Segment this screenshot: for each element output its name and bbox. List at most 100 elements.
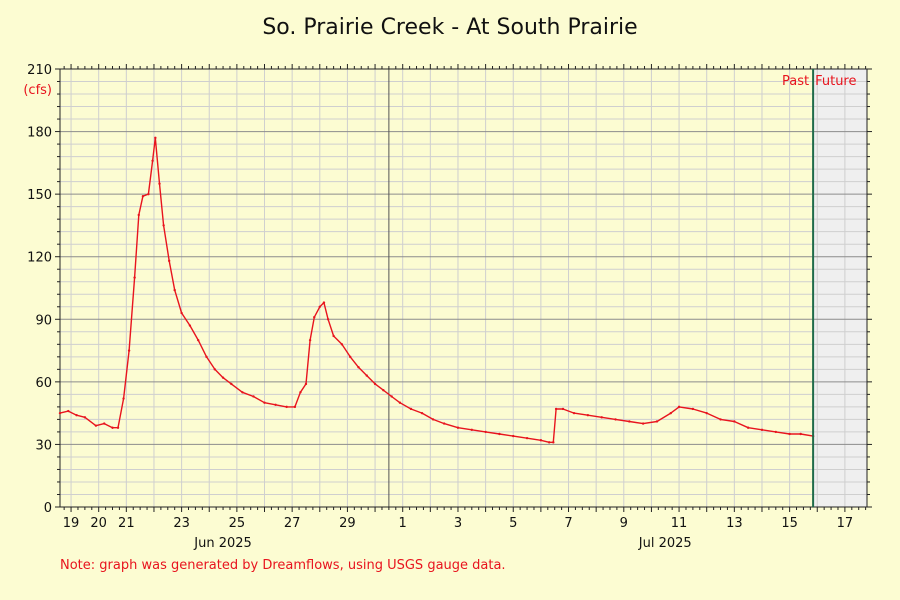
flow-data-point — [127, 349, 131, 352]
x-tick-label: 20 — [90, 516, 107, 531]
y-tick-label: 60 — [35, 376, 52, 391]
flow-data-point — [308, 338, 312, 342]
flow-data-point — [733, 420, 736, 423]
flow-data-point — [746, 426, 750, 429]
flow-data-point — [263, 401, 266, 404]
flow-data-point — [180, 311, 183, 315]
flow-data-point — [760, 428, 764, 432]
y-tick-label: 210 — [27, 63, 52, 78]
flow-data-point — [173, 288, 176, 292]
future-label: Future — [815, 74, 856, 89]
flow-data-point — [154, 136, 157, 140]
flow-data-point — [213, 368, 216, 371]
flow-data-point — [512, 434, 515, 438]
past-label: Past — [782, 74, 809, 89]
flow-data-point — [398, 401, 402, 404]
x-tick-label: 25 — [229, 516, 246, 531]
x-tick-label: 17 — [837, 516, 854, 531]
x-tick-label: 27 — [284, 516, 301, 531]
flow-data-point — [539, 439, 543, 442]
flow-data-point — [137, 213, 140, 217]
flow-data-point — [340, 343, 344, 346]
flow-data-point — [348, 355, 352, 359]
flow-data-point — [58, 411, 62, 415]
flow-data-point — [122, 397, 125, 400]
flow-data-point — [141, 195, 145, 198]
flow-data-point — [442, 422, 446, 425]
flow-data-point — [67, 409, 70, 413]
flow-data-point — [221, 376, 225, 379]
flow-data-point — [252, 395, 255, 398]
x-tick-label: 7 — [564, 516, 572, 531]
flow-data-point — [788, 432, 791, 436]
flow-data-point — [94, 424, 98, 427]
flow-data-point — [151, 159, 154, 162]
flow-data-point — [357, 366, 360, 369]
flow-data-point — [614, 418, 617, 421]
x-tick-label: 5 — [509, 516, 517, 531]
flow-data-point — [322, 301, 326, 304]
flow-data-point — [628, 420, 631, 423]
flow-data-point — [655, 420, 659, 423]
flow-data-point — [431, 418, 435, 421]
flow-data-point — [525, 436, 529, 440]
flow-data-point — [774, 430, 777, 434]
flow-data-point — [318, 305, 321, 308]
flow-data-point — [299, 391, 302, 394]
flow-data-point — [196, 338, 200, 342]
flow-data-point — [75, 414, 78, 417]
chart-title: So. Prairie Creek - At South Prairie — [262, 15, 637, 40]
flow-data-point — [600, 416, 603, 419]
flow-data-point — [719, 418, 722, 421]
flow-data-point — [552, 441, 555, 444]
flow-data-point — [390, 395, 393, 398]
flow-series-line — [59, 137, 814, 443]
flow-data-point — [409, 407, 413, 411]
x-tick-label: 11 — [671, 516, 688, 531]
y-axis-unit-label: (cfs) — [23, 83, 52, 98]
x-tick-label: 13 — [726, 516, 743, 531]
flow-data-point — [420, 411, 424, 415]
flow-data-point — [205, 355, 208, 359]
y-tick-label: 150 — [27, 188, 52, 203]
flow-data-point — [103, 422, 106, 425]
flow-data-point — [147, 192, 150, 196]
flow-data-point — [382, 389, 385, 392]
flow-data-point — [677, 405, 681, 409]
flow-data-point — [313, 316, 316, 319]
flow-data-point — [586, 414, 590, 417]
flow-data-point — [293, 405, 297, 409]
footnote: Note: graph was generated by Dreamflows,… — [60, 558, 506, 573]
month-label: Jul 2025 — [638, 536, 692, 551]
flow-data-point — [799, 432, 802, 436]
flow-data-point — [373, 382, 377, 386]
flow-data-point — [83, 416, 87, 419]
future-region — [813, 69, 867, 507]
month-label: Jun 2025 — [193, 536, 252, 551]
flow-data-point — [554, 407, 558, 411]
flow-data-point — [547, 441, 551, 444]
x-tick-label: 9 — [620, 516, 628, 531]
x-tick-label: 23 — [173, 516, 190, 531]
flow-data-point — [116, 426, 120, 429]
flow-data-point — [561, 407, 565, 411]
flow-data-point — [572, 411, 576, 415]
y-tick-label: 0 — [44, 501, 52, 516]
flow-data-point — [133, 276, 136, 279]
flow-data-point — [188, 324, 192, 327]
x-tick-label: 3 — [454, 516, 462, 531]
flow-data-point — [241, 391, 244, 394]
flow-data-point — [641, 422, 645, 425]
flow-data-point — [456, 426, 460, 429]
flow-data-point — [158, 182, 161, 185]
flow-data-point — [498, 432, 501, 436]
flow-data-point — [470, 428, 473, 432]
flow-data-point — [691, 407, 695, 411]
flow-data-point — [332, 334, 335, 338]
flow-data-point — [484, 430, 487, 434]
x-tick-label: 15 — [781, 516, 798, 531]
flow-data-point — [167, 259, 171, 263]
y-tick-label: 180 — [27, 126, 52, 141]
